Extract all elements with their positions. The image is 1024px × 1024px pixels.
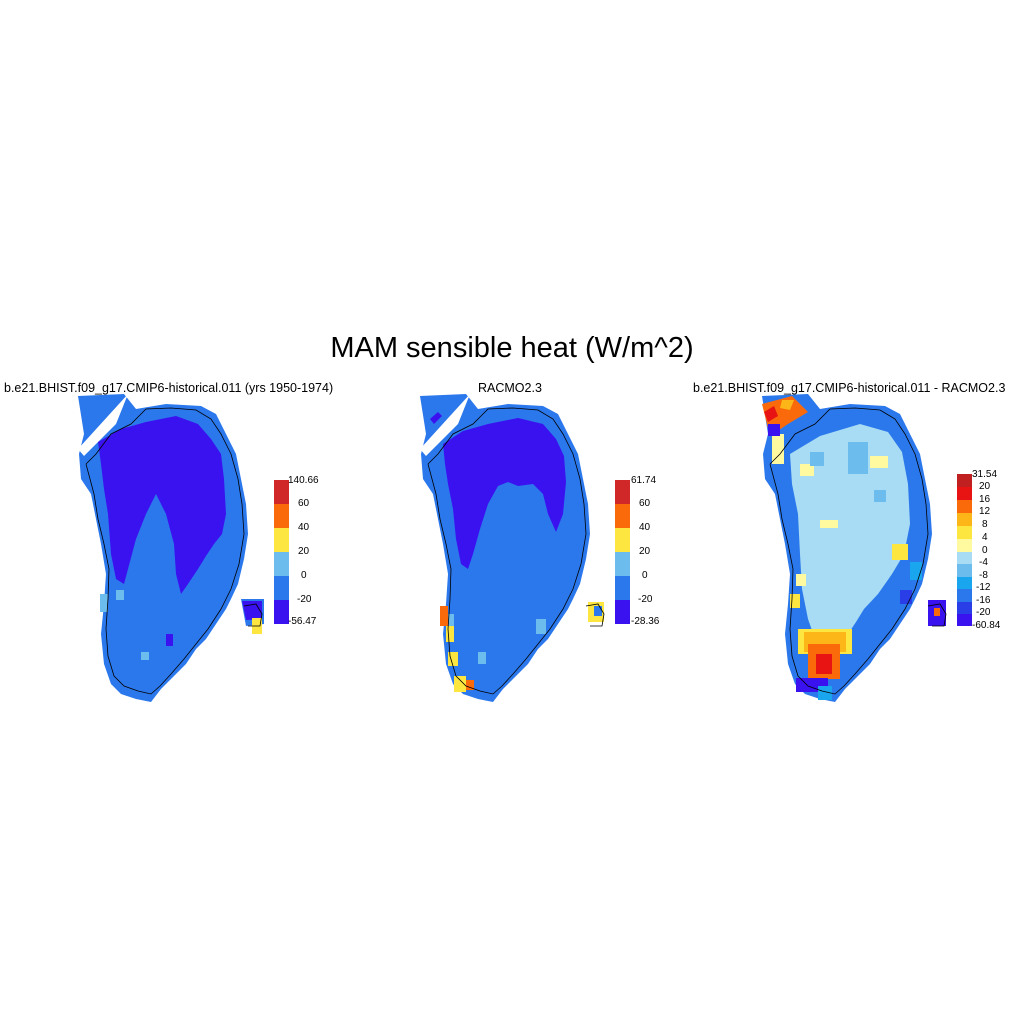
panel-title-difference: b.e21.BHIST.f09_g17.CMIP6-historical.011… — [693, 381, 1006, 395]
colorbar-min-label: -60.84 — [972, 620, 1001, 631]
map-difference — [762, 394, 947, 702]
colorbar-swatch — [957, 577, 972, 589]
colorbar-swatch — [274, 504, 289, 528]
strong-negative-interior — [430, 412, 566, 569]
colorbar-max-label: 140.66 — [288, 475, 319, 486]
ocean-gap — [420, 394, 470, 456]
colorbar-swatch — [274, 480, 289, 504]
colorbar-tick-label: 20 — [298, 546, 310, 557]
colorbar-model — [274, 480, 289, 624]
colorbar-swatch — [957, 614, 972, 626]
colorbar-swatch — [274, 600, 289, 624]
colorbar-tick-label: 20 — [979, 481, 991, 492]
colorbar-swatch — [957, 589, 972, 602]
colorbar-tick-label: 0 — [642, 570, 648, 581]
colorbar-difference — [957, 474, 972, 626]
negative-patches — [768, 424, 946, 700]
main-title: MAM sensible heat (W/m^2) — [330, 332, 694, 364]
colorbar-tick-label: 60 — [298, 498, 310, 509]
colorbar-tick-label: -8 — [979, 570, 988, 581]
coastline — [85, 407, 263, 695]
colorbar-tick-label: -20 — [297, 594, 312, 605]
colorbar-tick-label: 0 — [301, 570, 307, 581]
colorbar-swatch — [615, 528, 630, 552]
colorbar-swatch — [274, 528, 289, 552]
colorbar-tick-label: -20 — [638, 594, 653, 605]
colorbar-swatch — [957, 564, 972, 577]
colorbar-swatch — [957, 474, 972, 487]
colorbar-swatch — [274, 552, 289, 576]
colorbar-swatch — [615, 552, 630, 576]
colorbar-tick-label: 60 — [639, 498, 651, 509]
light-blue-patches — [100, 590, 149, 660]
colorbar-swatch — [957, 552, 972, 564]
colorbar-swatch — [615, 504, 630, 528]
colorbar-tick-label: 20 — [639, 546, 651, 557]
colorbar-swatch — [957, 602, 972, 614]
panel-title-racmo: RACMO2.3 — [478, 381, 542, 395]
coastline — [427, 407, 605, 695]
map-racmo — [420, 394, 605, 702]
colorbar-swatch — [274, 576, 289, 600]
colorbar-swatch — [957, 539, 972, 552]
colorbar-swatch — [615, 576, 630, 600]
colorbar-max-label: 31.54 — [972, 469, 998, 480]
colorbar-racmo — [615, 480, 630, 624]
interior-near-zero — [790, 424, 910, 642]
colorbar-tick-label: 12 — [979, 506, 991, 517]
panel-title-model: b.e21.BHIST.f09_g17.CMIP6-historical.011… — [4, 381, 334, 395]
colorbar-swatch — [957, 513, 972, 526]
colorbar-swatch — [957, 500, 972, 513]
colorbar-tick-label: -20 — [976, 607, 991, 618]
colorbar-tick-label: 40 — [298, 522, 310, 533]
colorbar-tick-label: 40 — [639, 522, 651, 533]
ocean-gap — [78, 394, 128, 456]
colorbar-tick-label: -16 — [976, 595, 991, 606]
colorbar-swatch — [615, 480, 630, 504]
colorbar-tick-label: 4 — [982, 532, 988, 543]
colorbar-tick-label: 16 — [979, 494, 991, 505]
map-model — [78, 394, 264, 702]
colorbar-tick-label: 8 — [982, 519, 988, 530]
colorbar-max-label: 61.74 — [631, 475, 657, 486]
colorbar-swatch — [957, 526, 972, 539]
colorbar-tick-label: -12 — [976, 582, 991, 593]
colorbar-tick-label: 0 — [982, 545, 988, 556]
colorbar-swatch — [615, 600, 630, 624]
coastline — [769, 407, 947, 695]
colorbar-swatch — [957, 487, 972, 500]
colorbar-tick-label: -4 — [979, 557, 988, 568]
colorbar-min-label: -28.36 — [631, 616, 660, 627]
colorbar-min-label: -56.47 — [288, 616, 317, 627]
